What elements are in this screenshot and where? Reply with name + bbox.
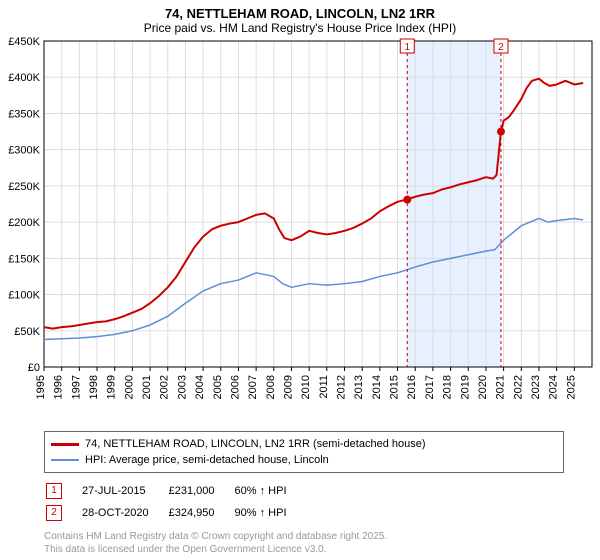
svg-text:2021: 2021 <box>495 375 507 399</box>
marker-delta-2: 90% ↑ HPI <box>235 503 305 523</box>
legend: 74, NETTLEHAM ROAD, LINCOLN, LN2 1RR (se… <box>44 431 564 473</box>
sale-marker-row-2: 2 28-OCT-2020 £324,950 90% ↑ HPI <box>46 503 305 523</box>
svg-text:2002: 2002 <box>159 375 171 399</box>
svg-text:2000: 2000 <box>123 375 135 399</box>
license-text: Contains HM Land Registry data © Crown c… <box>44 531 600 556</box>
svg-text:2023: 2023 <box>530 375 542 399</box>
marker-date-1: 27-JUL-2015 <box>82 481 167 501</box>
chart-area: £0 £50K £100K £150K £200K £250K £300K £350K £400… <box>0 37 600 427</box>
svg-text:2006: 2006 <box>229 375 241 399</box>
svg-text:2019: 2019 <box>459 375 471 399</box>
svg-text:2003: 2003 <box>176 375 188 399</box>
svg-text:£400K: £400K <box>8 72 40 84</box>
sale-markers-table: 1 27-JUL-2015 £231,000 60% ↑ HPI 2 28-OC… <box>44 479 307 525</box>
svg-text:2025: 2025 <box>565 375 577 399</box>
svg-text:2007: 2007 <box>247 375 259 399</box>
svg-text:2010: 2010 <box>300 375 312 399</box>
legend-row-property: 74, NETTLEHAM ROAD, LINCOLN, LN2 1RR (se… <box>51 436 557 452</box>
svg-text:2016: 2016 <box>406 375 418 399</box>
title-line2: Price paid vs. HM Land Registry's House … <box>0 21 600 35</box>
title-block: 74, NETTLEHAM ROAD, LINCOLN, LN2 1RR Pri… <box>0 0 600 37</box>
svg-text:2001: 2001 <box>141 375 153 399</box>
svg-text:£250K: £250K <box>8 181 40 193</box>
svg-text:2015: 2015 <box>389 375 401 399</box>
legend-swatch-property <box>51 443 79 446</box>
svg-text:2014: 2014 <box>371 375 383 399</box>
svg-text:2012: 2012 <box>336 375 348 399</box>
marker-badge-1: 1 <box>46 483 62 499</box>
svg-text:2022: 2022 <box>512 375 524 399</box>
svg-text:2020: 2020 <box>477 375 489 399</box>
svg-text:£200K: £200K <box>8 217 40 229</box>
svg-text:£450K: £450K <box>8 37 40 48</box>
svg-text:£50K: £50K <box>14 326 40 338</box>
svg-text:2013: 2013 <box>353 375 365 399</box>
svg-text:2008: 2008 <box>265 375 277 399</box>
svg-text:£150K: £150K <box>8 253 40 265</box>
chart-svg: £0 £50K £100K £150K £200K £250K £300K £350K £400… <box>0 37 600 427</box>
marker-delta-1: 60% ↑ HPI <box>235 481 305 501</box>
license-line2: This data is licensed under the Open Gov… <box>44 544 600 557</box>
license-line1: Contains HM Land Registry data © Crown c… <box>44 531 600 544</box>
svg-text:1997: 1997 <box>70 375 82 399</box>
svg-text:2024: 2024 <box>548 375 560 399</box>
svg-text:2: 2 <box>498 42 504 53</box>
svg-text:£300K: £300K <box>8 145 40 157</box>
svg-text:£350K: £350K <box>8 108 40 120</box>
sale-marker-row-1: 1 27-JUL-2015 £231,000 60% ↑ HPI <box>46 481 305 501</box>
svg-text:£100K: £100K <box>8 290 40 302</box>
svg-text:1996: 1996 <box>53 375 65 399</box>
svg-text:2011: 2011 <box>318 375 330 399</box>
svg-text:2017: 2017 <box>424 375 436 399</box>
svg-text:1: 1 <box>404 42 410 53</box>
chart-container: 74, NETTLEHAM ROAD, LINCOLN, LN2 1RR Pri… <box>0 0 600 560</box>
legend-label-hpi: HPI: Average price, semi-detached house,… <box>85 454 329 466</box>
svg-text:1999: 1999 <box>106 375 118 399</box>
marker-price-2: £324,950 <box>169 503 233 523</box>
legend-label-property: 74, NETTLEHAM ROAD, LINCOLN, LN2 1RR (se… <box>85 438 426 450</box>
legend-row-hpi: HPI: Average price, semi-detached house,… <box>51 452 557 468</box>
marker-date-2: 28-OCT-2020 <box>82 503 167 523</box>
svg-text:£0: £0 <box>28 362 40 374</box>
marker-badge-2: 2 <box>46 505 62 521</box>
svg-text:2004: 2004 <box>194 375 206 399</box>
svg-text:1995: 1995 <box>35 375 47 399</box>
svg-text:2009: 2009 <box>282 375 294 399</box>
legend-swatch-hpi <box>51 459 79 461</box>
svg-text:1998: 1998 <box>88 375 100 399</box>
title-line1: 74, NETTLEHAM ROAD, LINCOLN, LN2 1RR <box>0 6 600 21</box>
svg-text:2005: 2005 <box>212 375 224 399</box>
svg-text:2018: 2018 <box>442 375 454 399</box>
marker-price-1: £231,000 <box>169 481 233 501</box>
